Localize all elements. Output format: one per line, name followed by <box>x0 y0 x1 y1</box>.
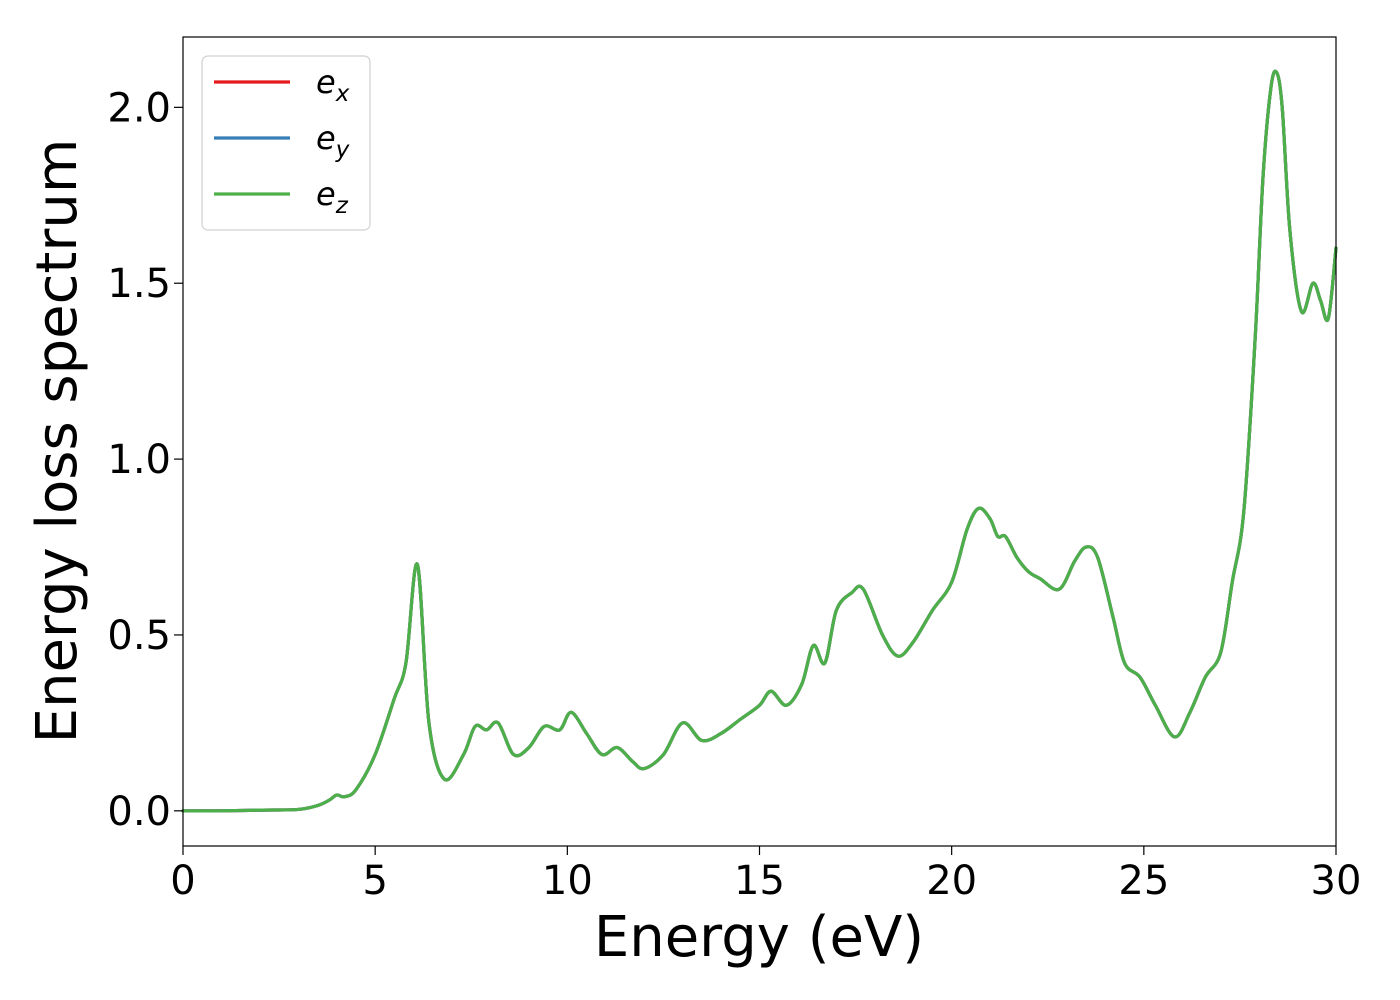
x-axis: 0 5 10 15 20 25 30 <box>170 846 1361 904</box>
x-tick-label: 5 <box>362 858 387 904</box>
y-tick-label: 1.5 <box>107 261 171 307</box>
legend-label-e-y: ey <box>316 119 350 163</box>
y-axis: 0.0 0.5 1.0 1.5 2.0 <box>107 85 183 835</box>
y-tick-label: 2.0 <box>107 85 171 131</box>
legend-label-e-z: ez <box>316 175 349 219</box>
legend-label-e-x: ex <box>316 63 350 107</box>
x-tick-label: 30 <box>1311 858 1362 904</box>
x-tick-label: 25 <box>1118 858 1169 904</box>
x-tick-label: 20 <box>926 858 977 904</box>
x-tick-label: 15 <box>734 858 785 904</box>
series-line-e-z <box>181 69 1338 813</box>
legend-box <box>201 55 371 231</box>
x-tick-label: 0 <box>170 858 195 904</box>
x-tick-label: 10 <box>542 858 593 904</box>
series-layer <box>181 69 1338 813</box>
y-tick-label: 1.0 <box>107 437 171 483</box>
legend: ex ey ez <box>201 55 371 231</box>
y-tick-label: 0.0 <box>107 789 171 835</box>
y-axis-label: Energy loss spectrum <box>25 139 90 744</box>
x-axis-label: Energy (eV) <box>594 905 924 970</box>
y-tick-label: 0.5 <box>107 613 171 659</box>
